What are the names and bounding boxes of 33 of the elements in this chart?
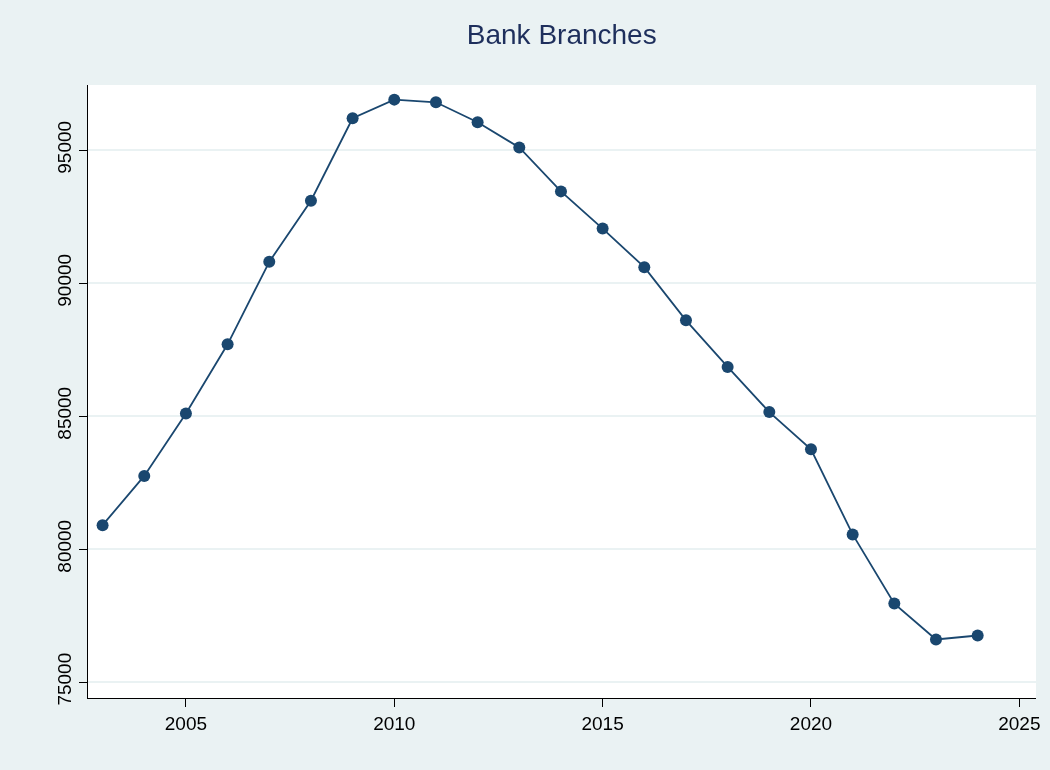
point: [179, 407, 192, 420]
x-tick-label: 2020: [789, 712, 833, 734]
point: [679, 314, 692, 327]
point: [804, 443, 817, 456]
y-tick-label: 75000: [54, 652, 76, 706]
point: [263, 255, 276, 268]
x-tick-label: 2010: [373, 712, 416, 734]
point: [971, 629, 984, 642]
point: [638, 261, 651, 274]
y-tick-label: 95000: [54, 120, 76, 174]
x-tick-label: 2015: [581, 712, 624, 734]
point: [888, 597, 901, 610]
chart-title: Bank Branches: [466, 19, 657, 51]
point: [304, 194, 317, 207]
point: [596, 222, 609, 235]
y-tick-label: 90000: [54, 253, 76, 307]
point: [846, 528, 859, 541]
point: [388, 93, 401, 106]
point: [471, 116, 484, 129]
x-tick-label: 2025: [998, 712, 1041, 734]
point: [554, 185, 567, 198]
point: [96, 519, 109, 532]
point: [138, 469, 151, 482]
point: [513, 141, 526, 154]
point: [346, 112, 359, 125]
y-tick-label: 80000: [54, 519, 76, 573]
point: [763, 406, 776, 419]
point: [930, 633, 942, 646]
x-tick-label: 2005: [164, 712, 208, 734]
y-tick-label: 85000: [54, 386, 76, 440]
point: [429, 96, 442, 109]
point: [721, 360, 734, 373]
point: [221, 338, 234, 351]
